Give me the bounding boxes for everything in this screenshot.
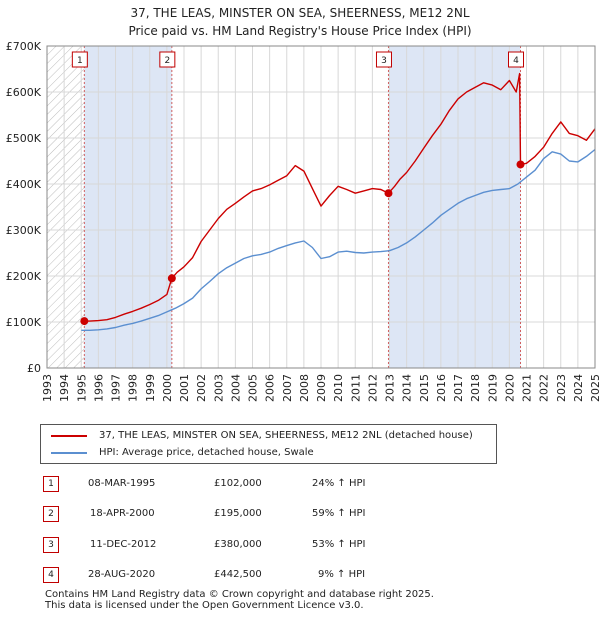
sale-row-4: 4 28-AUG-2020 £442,500 9% ↑ HPI xyxy=(0,567,600,587)
x-tick-label: 2012 xyxy=(366,374,379,402)
plot-border xyxy=(46,45,596,369)
sale-label-text: 2 xyxy=(164,56,170,66)
x-tick-label: 2003 xyxy=(212,374,225,402)
sale-price: £380,000 xyxy=(214,539,262,550)
sale-hpi-diff: 9% ↑ HPI xyxy=(318,569,366,580)
x-tick-label: 1997 xyxy=(110,374,123,402)
y-tick-label: £500K xyxy=(6,132,42,145)
x-tick-label: 2005 xyxy=(247,374,260,402)
legend-label-hpi: HPI: Average price, detached house, Swal… xyxy=(99,447,314,458)
x-tick-label: 2008 xyxy=(298,374,311,402)
sale-price: £102,000 xyxy=(214,478,262,489)
sale-label-text: 4 xyxy=(513,56,519,66)
y-tick-label: £400K xyxy=(6,178,42,191)
y-tick-label: £100K xyxy=(6,316,42,329)
y-tick-label: £600K xyxy=(6,86,42,99)
x-tick-label: 2007 xyxy=(281,374,294,402)
sale-date: 11-DEC-2012 xyxy=(90,539,157,550)
sale-number-badge: 2 xyxy=(43,506,59,522)
sale-label-box-4: 4 xyxy=(508,51,525,68)
legend-label-property: 37, THE LEAS, MINSTER ON SEA, SHEERNESS,… xyxy=(99,430,473,441)
sale-number-badge: 3 xyxy=(43,537,59,553)
sale-label-text: 1 xyxy=(77,56,83,66)
shaded-range-1 xyxy=(84,46,172,368)
sale-label-box-1: 1 xyxy=(71,51,88,68)
x-tick-label: 2001 xyxy=(178,374,191,402)
sale-price: £442,500 xyxy=(214,569,262,580)
x-tick-label: 1996 xyxy=(92,374,105,402)
x-tick-label: 2021 xyxy=(521,374,534,402)
x-tick-label: 2022 xyxy=(538,374,551,402)
sale-row-1: 1 08-MAR-1995 £102,000 24% ↑ HPI xyxy=(0,476,600,496)
sale-price: £195,000 xyxy=(214,508,262,519)
sale-label-frame xyxy=(375,51,392,68)
footer-line-2: This data is licensed under the Open Gov… xyxy=(45,600,364,611)
sale-label-frame xyxy=(508,51,525,68)
x-tick-label: 2009 xyxy=(315,374,328,402)
x-tick-label: 1993 xyxy=(41,374,54,402)
footer-attribution: Contains HM Land Registry data © Crown c… xyxy=(45,589,434,611)
x-tick-label: 2015 xyxy=(418,374,431,402)
x-tick-label: 2002 xyxy=(195,374,208,402)
sale-row-2: 2 18-APR-2000 £195,000 59% ↑ HPI xyxy=(0,506,600,526)
x-tick-label: 2024 xyxy=(572,374,585,402)
sale-hpi-diff: 59% ↑ HPI xyxy=(312,508,366,519)
x-tick-label: 2011 xyxy=(349,374,362,402)
x-tick-label: 2017 xyxy=(452,374,465,402)
price-chart: 1 2 3 4 £0 £100K £200K £300K £400K £500K £600K £700… xyxy=(6,40,600,402)
sale-label-frame xyxy=(159,51,176,68)
x-tick-label: 2023 xyxy=(555,374,568,402)
sale-number-badge: 1 xyxy=(43,476,59,492)
sale-label-box-3: 3 xyxy=(375,51,392,68)
chart-title: 37, THE LEAS, MINSTER ON SEA, SHEERNESS,… xyxy=(0,4,600,40)
sale-date: 28-AUG-2020 xyxy=(88,569,156,580)
sale-hpi-diff: 53% ↑ HPI xyxy=(312,539,366,550)
x-tick-label: 2000 xyxy=(161,374,174,402)
title-line-1: 37, THE LEAS, MINSTER ON SEA, SHEERNESS,… xyxy=(130,6,470,20)
hatched-region xyxy=(47,46,85,368)
x-tick-label: 2020 xyxy=(503,374,516,402)
sale-point-2 xyxy=(167,274,176,283)
x-tick-label: 2013 xyxy=(384,374,397,402)
y-tick-label: £300K xyxy=(6,224,42,237)
x-tick-label: 1998 xyxy=(127,374,140,402)
sale-label-frame xyxy=(71,51,88,68)
y-tick-label: £0 xyxy=(27,362,41,375)
sale-label-text: 3 xyxy=(381,56,387,66)
x-tick-label: 2004 xyxy=(229,374,242,402)
x-tick-label: 2019 xyxy=(486,374,499,402)
x-tick-label: 2025 xyxy=(589,374,600,402)
sale-row-3: 3 11-DEC-2012 £380,000 53% ↑ HPI xyxy=(0,537,600,557)
shaded-range-2 xyxy=(388,46,521,368)
x-tick-label: 1995 xyxy=(75,374,88,402)
x-tick-label: 2010 xyxy=(332,374,345,402)
x-tick-label: 2018 xyxy=(469,374,482,402)
x-tick-label: 2016 xyxy=(435,374,448,402)
sale-point-1 xyxy=(80,317,89,326)
x-tick-label: 2014 xyxy=(401,374,414,402)
legend-swatch-property xyxy=(51,435,87,437)
sale-point-4 xyxy=(516,160,525,169)
sale-number-badge: 4 xyxy=(43,567,59,583)
chart-legend: 37, THE LEAS, MINSTER ON SEA, SHEERNESS,… xyxy=(40,424,497,464)
title-line-2: Price paid vs. HM Land Registry's House … xyxy=(128,24,472,38)
y-tick-label: £700K xyxy=(6,40,42,53)
sale-date: 18-APR-2000 xyxy=(90,508,155,519)
sale-label-box-2: 2 xyxy=(159,51,176,68)
sale-date: 08-MAR-1995 xyxy=(88,478,156,489)
x-tick-label: 1994 xyxy=(58,374,71,402)
y-tick-label: £200K xyxy=(6,270,42,283)
x-tick-label: 2006 xyxy=(264,374,277,402)
series-line-hpi xyxy=(81,148,595,331)
x-tick-label: 1999 xyxy=(144,374,157,402)
series-line-property xyxy=(84,72,595,322)
footer-line-1: Contains HM Land Registry data © Crown c… xyxy=(45,589,434,600)
sale-hpi-diff: 24% ↑ HPI xyxy=(312,478,366,489)
sale-point-3 xyxy=(384,189,393,198)
legend-swatch-hpi xyxy=(51,452,87,454)
